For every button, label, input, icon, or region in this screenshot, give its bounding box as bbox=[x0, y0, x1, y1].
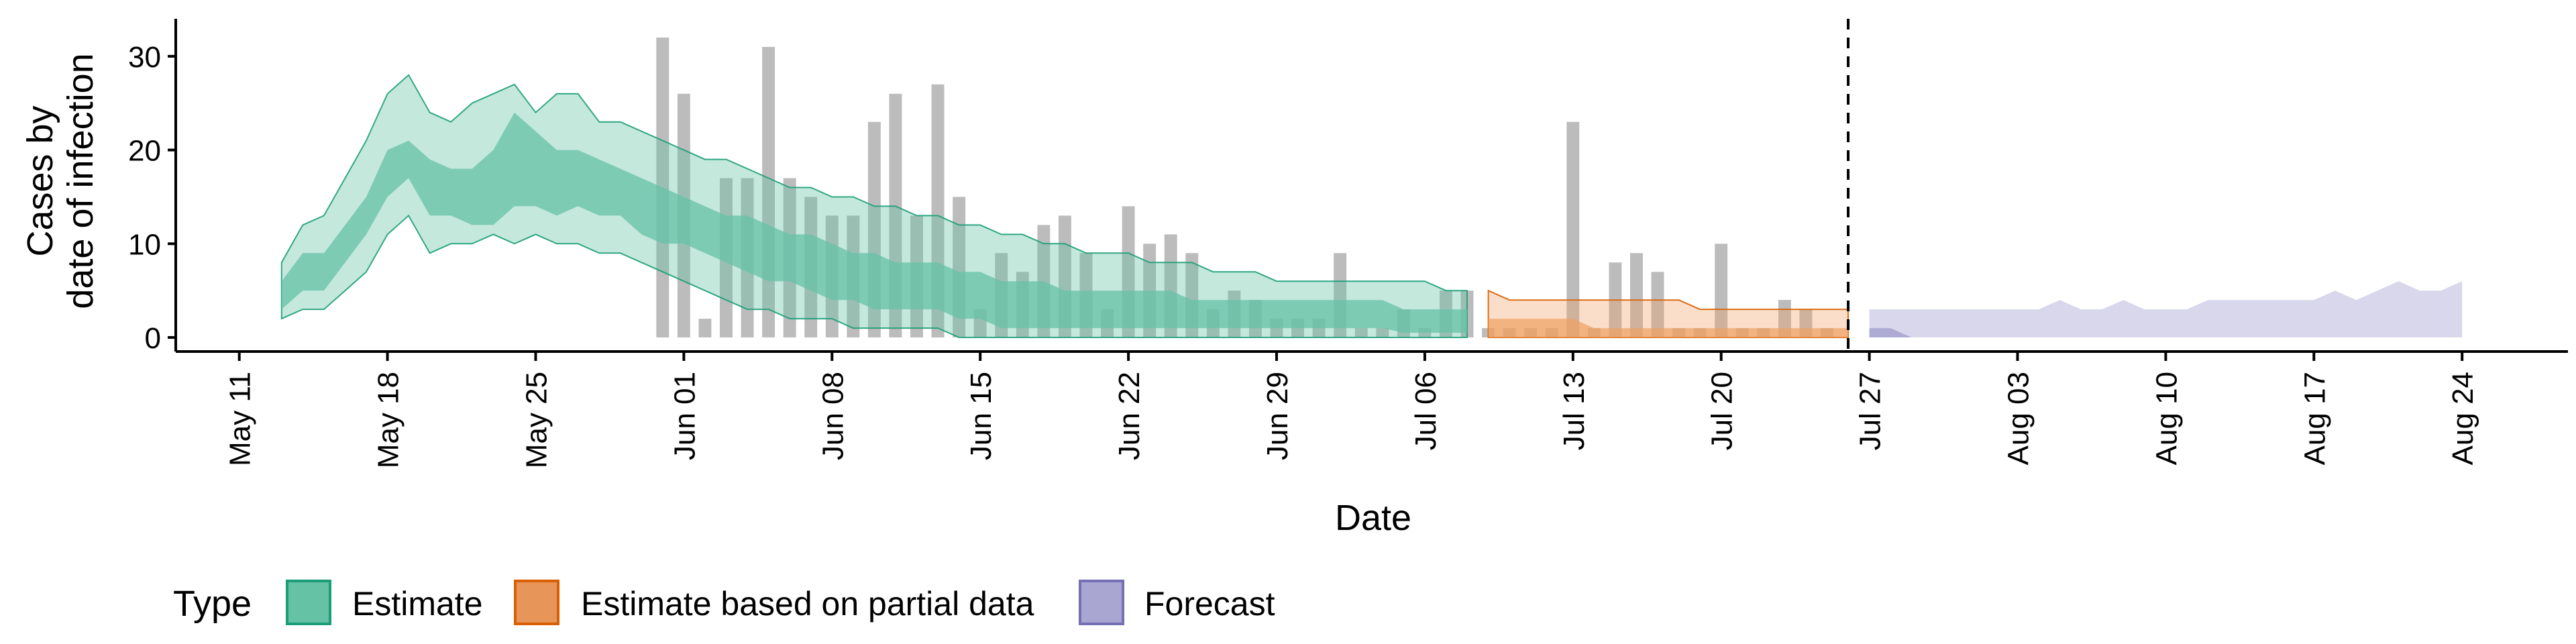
forecast-band-90 bbox=[1869, 281, 2463, 337]
x-tick-label: May 11 bbox=[224, 372, 257, 466]
x-tick-label: Jul 27 bbox=[1854, 372, 1887, 450]
estimate-band-50 bbox=[281, 112, 1467, 333]
estimate-bands bbox=[280, 74, 2463, 338]
partial-band-50 bbox=[1488, 319, 1848, 337]
x-tick-label: Aug 03 bbox=[2002, 372, 2035, 465]
y-tick-label: 20 bbox=[128, 135, 161, 168]
x-tick-label: Jun 29 bbox=[1261, 372, 1294, 460]
y-tick-label: 10 bbox=[128, 228, 161, 261]
observed-bar bbox=[698, 319, 712, 338]
legend-label-estimate: Estimate bbox=[352, 585, 483, 623]
y-tick-label: 0 bbox=[145, 322, 161, 355]
x-axis-title: Date bbox=[1335, 498, 1411, 538]
x-tick-label: Jun 01 bbox=[668, 372, 701, 460]
observed-bar bbox=[1651, 272, 1664, 338]
legend-label-forecast: Forecast bbox=[1144, 585, 1275, 623]
observed-bar bbox=[1566, 121, 1580, 338]
x-tick-label: Jul 06 bbox=[1409, 372, 1442, 450]
observed-bar bbox=[656, 37, 669, 338]
y-axis-title: Cases by date of infection bbox=[20, 53, 101, 309]
x-tick-label: Aug 10 bbox=[2150, 372, 2183, 465]
x-tick-label: Jul 13 bbox=[1558, 372, 1591, 450]
legend-title: Type bbox=[173, 584, 252, 624]
x-tick-label: Jul 20 bbox=[1706, 372, 1739, 450]
legend-key-partial bbox=[514, 580, 559, 625]
x-tick-label: May 25 bbox=[521, 372, 553, 468]
x-tick-label: May 18 bbox=[372, 372, 405, 468]
legend-label-partial: Estimate based on partial data bbox=[581, 585, 1034, 623]
legend: Type Estimate Estimate based on partial … bbox=[173, 580, 1275, 625]
legend-key-estimate bbox=[286, 580, 331, 625]
x-tick-label: Jun 08 bbox=[816, 372, 849, 460]
y-tick-label: 30 bbox=[128, 41, 161, 74]
observed-bar bbox=[1630, 253, 1643, 338]
observed-bar bbox=[1376, 328, 1389, 338]
x-tick-label: Aug 24 bbox=[2447, 372, 2479, 465]
observed-bar bbox=[1715, 244, 1728, 338]
legend-key-forecast bbox=[1079, 580, 1124, 625]
legend-item-partial: Estimate based on partial data bbox=[514, 580, 1034, 625]
y-axis-title-line1: Cases by bbox=[20, 105, 60, 256]
x-tick-label: Jun 22 bbox=[1113, 372, 1146, 460]
observed-bar bbox=[1354, 328, 1368, 338]
estimate-band-90 bbox=[280, 74, 1468, 338]
y-axis-title-line2: date of infection bbox=[60, 53, 101, 309]
axes: 0 10 20 30 May 11 May 18 May 25 Jun 01 Jun 08 Jun… bbox=[128, 19, 2568, 468]
legend-item-estimate: Estimate bbox=[286, 580, 483, 625]
x-tick-label: Jun 15 bbox=[965, 372, 998, 460]
legend-item-forecast: Forecast bbox=[1079, 580, 1275, 625]
x-tick-label: Aug 17 bbox=[2298, 372, 2331, 465]
